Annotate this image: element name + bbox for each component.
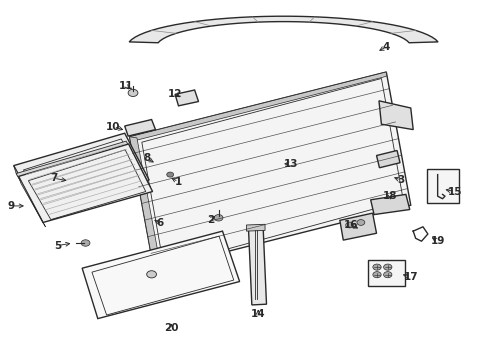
Text: 1: 1	[175, 177, 182, 187]
Polygon shape	[248, 226, 266, 305]
Text: 2: 2	[206, 215, 213, 225]
Polygon shape	[82, 231, 239, 319]
Text: 19: 19	[429, 236, 444, 246]
Polygon shape	[124, 120, 155, 136]
Polygon shape	[370, 194, 409, 215]
Polygon shape	[14, 166, 41, 216]
Text: 9: 9	[7, 201, 14, 211]
Polygon shape	[19, 176, 45, 227]
Text: 13: 13	[283, 159, 298, 169]
Circle shape	[356, 220, 364, 225]
Text: 14: 14	[250, 309, 265, 319]
Text: 20: 20	[163, 323, 178, 333]
Text: 15: 15	[447, 186, 461, 197]
Text: 12: 12	[167, 89, 182, 99]
Polygon shape	[378, 101, 412, 130]
Polygon shape	[16, 141, 150, 216]
Text: 10: 10	[106, 122, 121, 132]
Circle shape	[146, 271, 156, 278]
FancyBboxPatch shape	[367, 260, 405, 286]
Circle shape	[383, 264, 391, 270]
Polygon shape	[14, 133, 149, 211]
Circle shape	[128, 89, 138, 96]
Text: 4: 4	[382, 42, 389, 52]
Polygon shape	[246, 224, 264, 231]
Polygon shape	[376, 150, 399, 168]
Text: 7: 7	[50, 173, 58, 183]
Polygon shape	[129, 16, 437, 43]
Polygon shape	[129, 137, 161, 271]
Polygon shape	[175, 90, 198, 106]
Text: 3: 3	[397, 175, 404, 185]
Circle shape	[372, 264, 381, 270]
Circle shape	[81, 240, 90, 246]
Polygon shape	[19, 144, 152, 222]
Text: 11: 11	[119, 81, 133, 91]
Circle shape	[345, 222, 353, 228]
Polygon shape	[339, 213, 376, 240]
Text: 5: 5	[54, 240, 61, 251]
Text: 18: 18	[382, 191, 397, 201]
Text: 8: 8	[143, 153, 150, 163]
Circle shape	[372, 271, 381, 278]
Text: 17: 17	[403, 272, 417, 282]
FancyBboxPatch shape	[426, 169, 458, 203]
Circle shape	[383, 271, 391, 278]
Circle shape	[214, 215, 223, 221]
Polygon shape	[129, 72, 410, 270]
Text: 16: 16	[343, 220, 358, 230]
Text: 6: 6	[157, 218, 163, 228]
Polygon shape	[129, 72, 386, 141]
Circle shape	[166, 172, 173, 177]
